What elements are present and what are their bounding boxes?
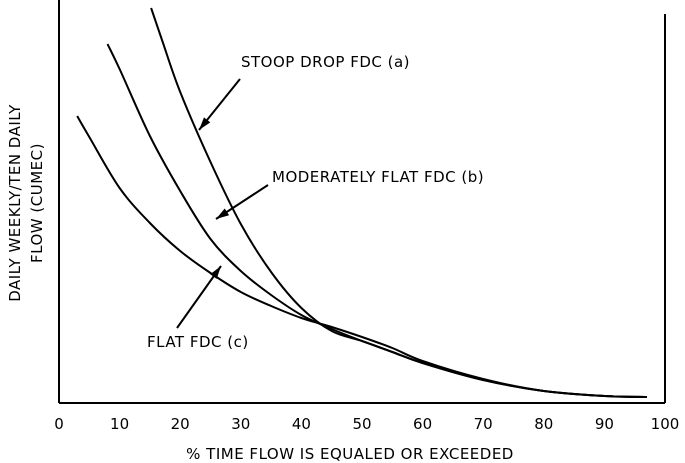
y-axis-title: DAILY WEEKLY/TEN DAILY FLOW (CUMEC) <box>6 104 46 302</box>
annotation-stoop-drop-arrowhead <box>199 117 211 130</box>
annotation-moderately-flat-arrowhead <box>216 208 230 219</box>
x-tick-label: 40 <box>292 415 311 433</box>
annotation-stoop-drop-label: STOOP DROP FDC (a) <box>241 53 410 71</box>
x-tick-label: 80 <box>534 415 553 433</box>
curves <box>76 7 647 398</box>
x-tick-label: 30 <box>231 415 250 433</box>
x-tick-label: 10 <box>110 415 129 433</box>
annotation-flat-label: FLAT FDC (c) <box>147 333 249 351</box>
x-axis-title: % TIME FLOW IS EQUALED OR EXCEEDED <box>186 445 514 463</box>
x-tick-label: 0 <box>54 415 64 433</box>
y-axis-title-line: FLOW (CUMEC) <box>28 143 46 263</box>
y-axis-title-line: DAILY WEEKLY/TEN DAILY <box>6 104 24 302</box>
x-tick-labels: 0 10 20 30 40 50 60 70 80 90 100 <box>54 415 679 433</box>
x-tick-label: 90 <box>595 415 614 433</box>
x-tick-label: 20 <box>171 415 190 433</box>
annotation-moderately-flat-label: MODERATELY FLAT FDC (b) <box>272 168 484 186</box>
x-tick-label: 100 <box>651 415 680 433</box>
curve-flat-c <box>76 115 647 398</box>
axes <box>58 0 666 404</box>
annotation-flat-arrowhead <box>210 266 221 279</box>
x-tick-label: 50 <box>352 415 371 433</box>
x-tick-label: 70 <box>474 415 493 433</box>
annotations: STOOP DROP FDC (a) MODERATELY FLAT FDC (b… <box>147 53 484 351</box>
x-tick-label: 60 <box>413 415 432 433</box>
